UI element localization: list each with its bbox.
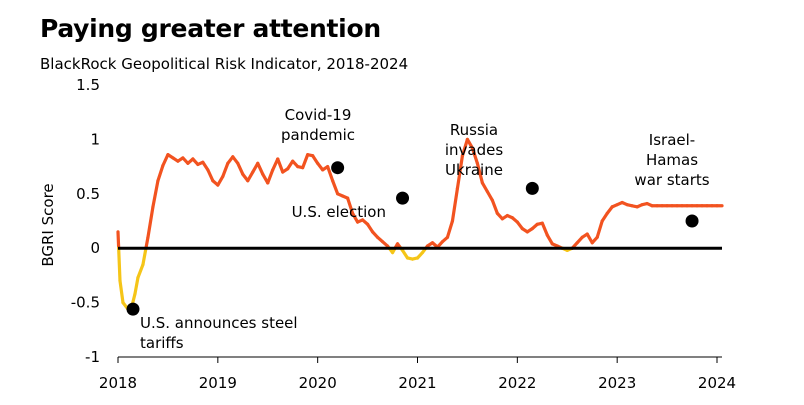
series-segment — [156, 163, 165, 183]
series-segment — [485, 190, 494, 202]
series-segment — [351, 211, 360, 224]
x-tick-label: 2019 — [199, 374, 237, 392]
event-label: Covid-19 pandemic — [281, 106, 355, 144]
event-marker — [396, 191, 410, 205]
x-tick-label: 2020 — [299, 374, 337, 392]
event-label-line: tariffs — [140, 334, 184, 352]
series-segment — [236, 161, 245, 176]
series-segment — [450, 186, 460, 223]
event-label-line: U.S. announces steel — [140, 314, 298, 332]
series-segment — [276, 157, 285, 174]
series-segment — [545, 233, 554, 246]
event-label: Russia invades Ukraine — [445, 121, 503, 179]
series-segment — [136, 262, 145, 280]
event-label-line: Israel- — [649, 131, 695, 149]
series-segment — [216, 174, 225, 187]
y-axis: -1 -0.5 0 0.5 1 1.5 — [71, 76, 100, 366]
series-segment — [116, 230, 121, 250]
event-label-line: war starts — [634, 171, 709, 189]
event-marker — [525, 181, 539, 195]
event-label-line: Ukraine — [445, 161, 503, 179]
series-segment — [326, 165, 335, 183]
x-tick-label: 2023 — [598, 374, 636, 392]
series-segment — [256, 161, 265, 176]
series-segment — [221, 161, 230, 178]
event-label-line: pandemic — [281, 126, 355, 144]
event-marker — [685, 214, 699, 228]
event-label-line: Russia — [450, 121, 498, 139]
x-tick-label: 2022 — [498, 374, 536, 392]
series-segment — [475, 161, 484, 185]
series-segment — [301, 153, 310, 170]
series-segment — [465, 137, 475, 150]
event-annotations: U.S. announces steel tariffs Covid-19 pande… — [126, 106, 710, 352]
series-segment — [540, 221, 549, 237]
event-label-line: Hamas — [646, 151, 698, 169]
y-tick-label: -1 — [85, 348, 100, 366]
series-segment — [266, 168, 275, 185]
x-tick-label: 2021 — [398, 374, 436, 392]
series-segment — [141, 246, 148, 267]
series-segment — [331, 179, 340, 196]
series-segment — [346, 196, 355, 215]
series-bgri — [116, 137, 724, 311]
y-tick-label: -0.5 — [71, 294, 100, 312]
y-tick-label: 0 — [90, 239, 100, 257]
series-segment — [470, 146, 480, 165]
series-segment — [445, 219, 455, 239]
series-segment — [117, 246, 122, 283]
series-segment — [206, 168, 215, 183]
chart-title: Paying greater attention — [40, 14, 381, 43]
series-segment — [146, 205, 155, 239]
y-tick-label: 1.5 — [76, 76, 100, 94]
event-label-line: invades — [445, 141, 503, 159]
series-segment — [595, 219, 604, 239]
series-segment — [460, 137, 470, 158]
series-segment — [133, 275, 140, 296]
event-label: Israel- Hamas war starts — [634, 131, 709, 189]
series-segment — [144, 235, 150, 250]
event-label: U.S. election — [292, 203, 386, 221]
series-segment — [246, 170, 255, 183]
event-label-line: Covid-19 — [285, 106, 352, 124]
series-segment — [490, 198, 499, 215]
chart-subtitle: BlackRock Geopolitical Risk Indicator, 2… — [40, 55, 409, 73]
series-segment — [118, 279, 125, 305]
x-axis: 2018 2019 2020 2021 2022 2023 2024 — [99, 356, 736, 392]
series-segment — [480, 181, 489, 194]
event-marker — [331, 161, 345, 175]
event-label-line: U.S. election — [292, 203, 386, 221]
y-tick-label: 1 — [90, 130, 100, 148]
x-tick-label: 2024 — [698, 374, 736, 392]
series-segment — [161, 153, 170, 168]
y-tick-label: 0.5 — [76, 185, 100, 203]
event-label: U.S. announces steel tariffs — [140, 314, 298, 352]
series-segment — [455, 154, 465, 190]
event-marker — [126, 302, 140, 316]
x-tick-label: 2018 — [99, 374, 137, 392]
series-segment — [151, 179, 160, 209]
y-axis-label: BGRI Score — [39, 183, 57, 266]
